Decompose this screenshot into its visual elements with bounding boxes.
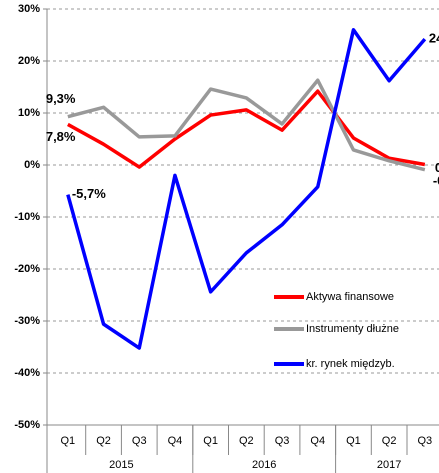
x-tick-label: Q4 xyxy=(168,435,183,447)
series-line xyxy=(67,78,426,172)
x-tick-label: Q4 xyxy=(310,435,325,447)
x-tick-label: Q2 xyxy=(239,435,254,447)
y-tick-label: -50% xyxy=(14,419,40,431)
legend-label: Instrumenty dłużne xyxy=(306,323,399,335)
legend-label: kr. rynek międzyb. xyxy=(306,358,395,370)
legend-label: Aktywa finansowe xyxy=(306,291,394,303)
y-tick-label: -10% xyxy=(14,211,40,223)
value-label: 9,3% xyxy=(46,91,76,106)
y-tick-label: -30% xyxy=(14,315,40,327)
value-label: -0,9% xyxy=(433,173,439,188)
x-tick-label: Q2 xyxy=(96,435,111,447)
x-tick-label: Q1 xyxy=(346,435,361,447)
group-label: 2016 xyxy=(252,459,276,471)
y-tick-label: 0% xyxy=(24,159,40,171)
x-tick-label: Q3 xyxy=(418,435,433,447)
group-label: 2015 xyxy=(109,459,133,471)
value-label: 0,1% xyxy=(435,160,439,175)
value-label: 24,2% xyxy=(429,31,439,46)
x-tick-label: Q1 xyxy=(203,435,218,447)
value-label: 7,8% xyxy=(46,129,76,144)
y-tick-label: -20% xyxy=(14,263,40,275)
group-label: 2017 xyxy=(377,459,401,471)
y-tick-label: -40% xyxy=(14,367,40,379)
x-tick-label: Q2 xyxy=(382,435,397,447)
x-tick-label: Q3 xyxy=(132,435,147,447)
value-label: -5,7% xyxy=(72,186,106,201)
x-tick-label: Q3 xyxy=(275,435,290,447)
y-tick-label: 20% xyxy=(18,55,40,67)
y-tick-label: 30% xyxy=(18,3,40,15)
series-line xyxy=(67,89,426,169)
y-tick-label: 10% xyxy=(18,107,40,119)
series-line xyxy=(66,28,427,350)
x-tick-label: Q1 xyxy=(61,435,76,447)
